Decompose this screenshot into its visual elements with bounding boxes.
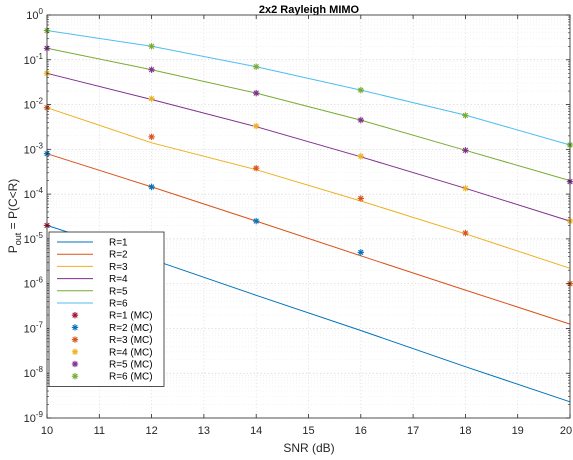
series-line-r6 <box>46 30 571 146</box>
legend-label: R=4 (MC) <box>109 347 153 358</box>
mc-marker <box>253 89 260 97</box>
y-tick-label-exponent: -9 <box>36 410 44 419</box>
y-tick-label-exponent: -7 <box>36 320 44 329</box>
legend-marker-swatch <box>71 373 79 380</box>
mc-marker <box>148 95 155 102</box>
mc-markers <box>43 27 573 287</box>
x-tick-label: 13 <box>198 425 210 437</box>
legend-box <box>48 231 165 387</box>
x-tick-label: 16 <box>355 425 367 437</box>
x-axis-label: SNR (dB) <box>283 441 334 455</box>
x-tick-label: 15 <box>302 425 314 437</box>
y-tick-label: 10-8 <box>24 365 44 380</box>
x-tick-label: 19 <box>512 425 524 437</box>
y-tick-label-exponent: -3 <box>36 141 44 150</box>
y-tick-label-exponent: -8 <box>36 365 44 374</box>
legend-label: R=6 (MC) <box>109 372 153 383</box>
legend-label: R=2 <box>109 250 128 261</box>
mc-marker <box>148 133 155 141</box>
series-line-r4 <box>46 72 571 222</box>
y-tick-label: 10-3 <box>24 141 44 156</box>
legend-marker-swatch <box>71 312 79 319</box>
y-tick-label: 10-1 <box>24 52 44 67</box>
y-tick-label: 10-4 <box>24 186 44 201</box>
y-tick-label: 10-9 <box>24 410 44 425</box>
y-tick-label-base: 10 <box>24 234 36 246</box>
mc-marker <box>462 185 469 192</box>
y-tick-label-base: 10 <box>24 413 36 425</box>
y-axis-label-rest: = P(C<R) <box>6 179 20 233</box>
y-tick-label: 100 <box>26 7 43 22</box>
mc-marker <box>253 63 260 70</box>
x-tick-label: 20 <box>560 425 572 437</box>
y-tick-label-exponent: -4 <box>36 186 44 195</box>
legend-label: R=1 <box>109 238 128 249</box>
legend-label: R=3 (MC) <box>109 335 153 346</box>
y-tick-label-exponent: -6 <box>36 276 44 285</box>
series-line-r3 <box>46 107 571 269</box>
series-line-r5 <box>46 47 571 182</box>
y-tick-label-exponent: -2 <box>36 97 44 106</box>
legend-label: R=3 <box>109 262 128 273</box>
y-tick-label-exponent: -1 <box>36 52 44 61</box>
mc-marker <box>357 195 364 202</box>
y-tick-label: 10-6 <box>24 276 44 291</box>
mc-marker <box>148 66 155 73</box>
x-tick-label: 12 <box>145 425 157 437</box>
y-tick-label-base: 10 <box>24 144 36 156</box>
legend-marker-swatch <box>71 324 79 331</box>
legend-marker-swatch <box>71 360 79 368</box>
y-tick-label: 10-2 <box>24 97 44 112</box>
legend-label: R=5 (MC) <box>109 360 153 371</box>
y-tick-label-base: 10 <box>24 100 36 112</box>
x-tick-label: 18 <box>459 425 471 437</box>
mc-marker <box>148 43 155 50</box>
y-tick-label-base: 10 <box>24 368 36 380</box>
mc-marker <box>462 112 469 119</box>
y-axis-label-sub: out <box>13 232 23 245</box>
mc-marker <box>253 122 260 130</box>
mc-marker <box>462 147 469 154</box>
y-tick-label-exponent: -5 <box>36 231 44 240</box>
mc-marker <box>357 116 364 124</box>
mc-marker <box>357 153 364 160</box>
legend-marker-swatch <box>71 348 79 355</box>
y-tick-label: 10-7 <box>24 320 44 335</box>
y-tick-label-base: 10 <box>26 10 38 22</box>
legend-label: R=6 <box>109 299 128 310</box>
series-line-r2 <box>46 153 571 325</box>
mc-marker <box>253 217 260 225</box>
y-tick-label: 10-5 <box>24 231 44 246</box>
y-tick-label-base: 10 <box>24 189 36 201</box>
x-tick-label: 10 <box>41 425 53 437</box>
legend-label: R=2 (MC) <box>109 323 153 334</box>
mc-marker <box>357 249 364 256</box>
legend-label: R=4 <box>109 274 128 285</box>
y-tick-label-exponent: 0 <box>39 7 44 16</box>
y-axis-label-base: P <box>6 245 20 253</box>
legend: R=1R=2R=3R=4R=5 R=6R=1 (MC)R=2 (MC)R=3 (M… <box>48 231 165 387</box>
mc-marker <box>253 164 260 172</box>
y-tick-label-base: 10 <box>24 55 36 67</box>
y-axis-label: Pout = P(C<R) <box>6 179 23 254</box>
mc-marker <box>357 86 364 94</box>
mc-marker <box>462 229 469 237</box>
y-tick-label-base: 10 <box>24 323 36 335</box>
mc-marker <box>148 183 155 191</box>
legend-label: R=1 (MC) <box>109 311 153 322</box>
x-tick-label: 11 <box>94 425 105 437</box>
x-tick-label: 17 <box>407 425 419 437</box>
x-tick-labels: 10 11 12 13 14 15 16 17 18 19 20 <box>41 425 572 437</box>
chart-title: 2x2 Rayleigh MIMO <box>259 4 360 16</box>
x-tick-label: 14 <box>250 425 262 437</box>
y-tick-label-base: 10 <box>24 279 36 291</box>
legend-marker-swatch <box>71 336 79 343</box>
legend-label: R=5 <box>109 286 128 297</box>
